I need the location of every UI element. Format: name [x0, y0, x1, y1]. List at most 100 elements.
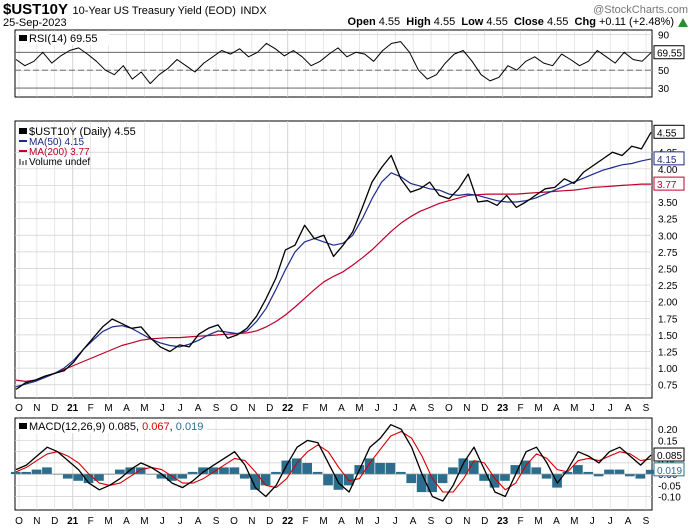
legend-swatch-volume: [19, 159, 21, 165]
macd-panel-frame: [14, 417, 653, 511]
price-panel: 4.254.003.753.503.253.002.752.502.252.00…: [14, 120, 685, 399]
value-tag-label: 3.77: [657, 180, 677, 191]
x-tick-label: 22: [282, 516, 294, 527]
value-tag: [653, 176, 685, 191]
x-tick-label: A: [123, 403, 130, 414]
y-tick-label: 2.50: [658, 264, 678, 275]
legend-swatch-volume-c: [25, 160, 27, 165]
price-y-axis: 4.254.003.753.503.253.002.752.502.252.00…: [653, 124, 685, 392]
y-tick-label: 4.00: [658, 165, 678, 176]
x-tick-label: A: [410, 516, 417, 527]
legend-swatch-price: [19, 128, 27, 134]
histogram-bar: [198, 467, 208, 475]
title-line: $UST10Y 10-Year US Treasury Yield (EOD) …: [3, 1, 267, 19]
x-tick-label: M: [534, 516, 542, 527]
x-tick-label: F: [88, 516, 94, 527]
stat-close-label: Close: [513, 16, 544, 28]
histogram-bar: [10, 471, 21, 475]
ohlc-stats: Open 4.55 High 4.55 Low 4.55 Close 4.55 …: [348, 16, 674, 28]
x-tick-label: J: [160, 516, 165, 527]
y-tick-label: 2.75: [658, 248, 678, 259]
histogram-bar: [135, 467, 146, 475]
y-tick-label: 3.50: [658, 198, 678, 209]
histogram-bar: [62, 474, 73, 479]
watermark[interactable]: @StockCharts.com: [593, 4, 688, 16]
x-tick-label: J: [160, 403, 165, 414]
histogram-bar: [520, 460, 531, 475]
x-tick-label: N: [248, 403, 255, 414]
rsi-y-axis: 9070503069.55: [653, 30, 685, 95]
symbol: $UST10Y: [3, 1, 69, 18]
stat-low-label: Low: [461, 16, 484, 28]
y-tick-label: 30: [658, 84, 670, 95]
x-tick-label: A: [338, 403, 345, 414]
x-tick-label: O: [445, 516, 453, 527]
histogram-bar: [73, 474, 83, 481]
histogram-bar: [396, 471, 406, 475]
histogram-bar: [83, 474, 94, 484]
histogram-bar: [385, 462, 396, 475]
x-tick-label: S: [213, 516, 220, 527]
histogram-bar: [229, 467, 240, 475]
histogram-bar: [625, 474, 635, 477]
x-tick-label: O: [230, 516, 238, 527]
x-tick-label: O: [15, 403, 23, 414]
x-tick-label: F: [518, 403, 524, 414]
histogram-bar: [281, 460, 292, 475]
macd-legend-box: [17, 420, 207, 433]
macd-plot: [10, 424, 656, 502]
histogram-bar: [375, 462, 385, 475]
histogram-bar: [94, 474, 104, 481]
histogram-bar: [260, 474, 271, 486]
x-tick-label: M: [140, 516, 148, 527]
macd-legend-main: MACD(12,26,9) 0.085: [29, 421, 136, 433]
x-tick-label: J: [178, 516, 183, 527]
x-tick-label: J: [608, 516, 613, 527]
x-tick-label: 23: [497, 403, 509, 414]
x-tick-label: A: [553, 403, 560, 414]
value-tag-label: 0.085: [657, 451, 682, 462]
chart-date: 25-Sep-2023: [3, 17, 67, 29]
histogram-bar: [645, 469, 656, 475]
y-tick-label: 1.75: [658, 314, 678, 325]
histogram-bar: [115, 469, 125, 475]
x-tick-label: M: [319, 403, 327, 414]
histogram-bar: [604, 469, 614, 475]
x-tick-label: D: [51, 516, 58, 527]
histogram-bar: [468, 460, 479, 475]
x-tick-label: 21: [67, 516, 79, 527]
y-tick-label: 90: [658, 30, 670, 41]
value-tag-label: 0.019: [657, 466, 682, 477]
value-tag-label: 4.55: [657, 128, 677, 139]
x-tick-label: A: [625, 403, 632, 414]
y-tick-label: 1.25: [658, 348, 678, 359]
x-tick-label: J: [590, 403, 595, 414]
x-tick-label: O: [445, 403, 453, 414]
x-tick-label: D: [481, 516, 488, 527]
x-axis-top: O N D 21 F M A M J J A S O N D 22 F M A M J J A S O N D 23 F M A M J J A S: [15, 403, 650, 414]
histogram-bar: [291, 458, 302, 475]
macd-legend: MACD(12,26,9) 0.085, 0.067, 0.019: [29, 421, 203, 433]
chart-header: $UST10Y 10-Year US Treasury Yield (EOD) …: [0, 0, 700, 30]
macd-legend-hist: 0.019: [176, 421, 204, 433]
rsi-panel: 9070503069.55 RSI(14) 69.55: [14, 29, 685, 98]
x-tick-label: J: [393, 516, 398, 527]
stat-low-value: 4.55: [486, 16, 508, 28]
macd-line: [15, 424, 652, 502]
x-tick-label: A: [338, 516, 345, 527]
x-tick-label: A: [410, 403, 417, 414]
histogram-bar: [239, 474, 250, 479]
x-axis-bottom: O N D 21 F M A M J J A S O N D 22 F M A M J J A S O N D 23 F M A M J J A S: [15, 516, 650, 527]
histogram-bar: [635, 474, 646, 479]
histogram-bar: [500, 474, 510, 481]
histogram-bar: [552, 474, 562, 488]
histogram-bar: [562, 471, 573, 475]
legend-swatch-ma200: [19, 150, 27, 152]
macd-signal-line: [15, 430, 652, 493]
histogram-bar: [271, 471, 281, 475]
histogram-bar: [156, 474, 167, 479]
x-tick-label: S: [428, 403, 435, 414]
rsi-plot: [15, 41, 652, 89]
macd-panel: 0.200.150.100.050.00-0.05-0.100.0850.019…: [10, 417, 685, 511]
x-tick-label: A: [123, 516, 130, 527]
